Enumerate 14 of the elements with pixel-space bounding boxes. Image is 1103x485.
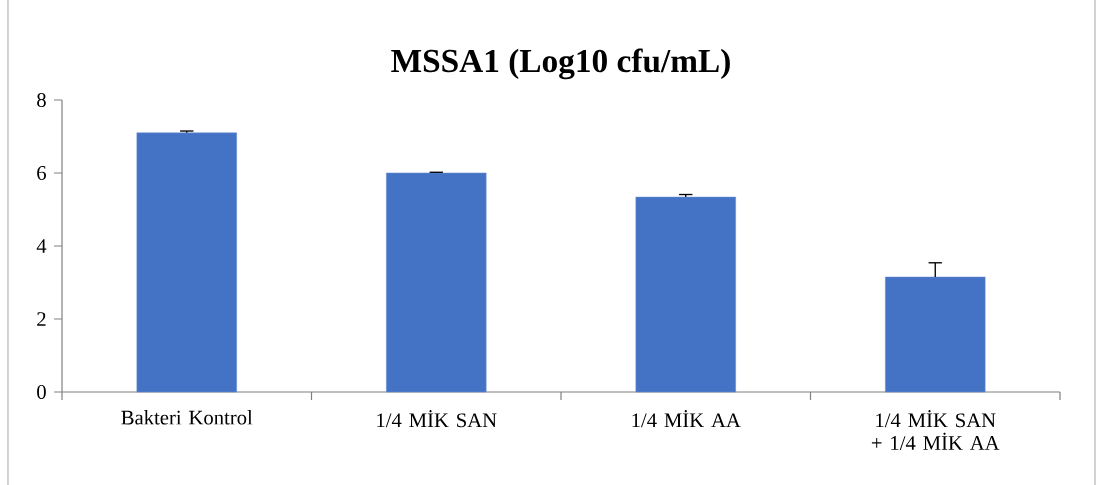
y-tick-label: 8 xyxy=(37,93,46,107)
bar xyxy=(635,196,736,393)
x-tick-label: 1/4 MİK SAN xyxy=(377,410,497,428)
bar xyxy=(136,132,237,393)
chart-title: MSSA1 (Log10 cfu/mL) xyxy=(391,48,730,80)
y-tick-label: 2 xyxy=(37,312,46,326)
x-tick-label: Bakteri Kontrol xyxy=(121,410,253,425)
x-tick-label: 1/4 MİK AA xyxy=(632,410,741,428)
x-tick-label: 1/4 MİK SAN + 1/4 MİK AA xyxy=(871,410,1000,450)
y-tick-label: 0 xyxy=(37,385,46,399)
bar xyxy=(386,172,487,393)
y-tick-label: 6 xyxy=(37,166,47,180)
y-tick-label: 4 xyxy=(36,239,47,253)
bar xyxy=(885,276,986,393)
